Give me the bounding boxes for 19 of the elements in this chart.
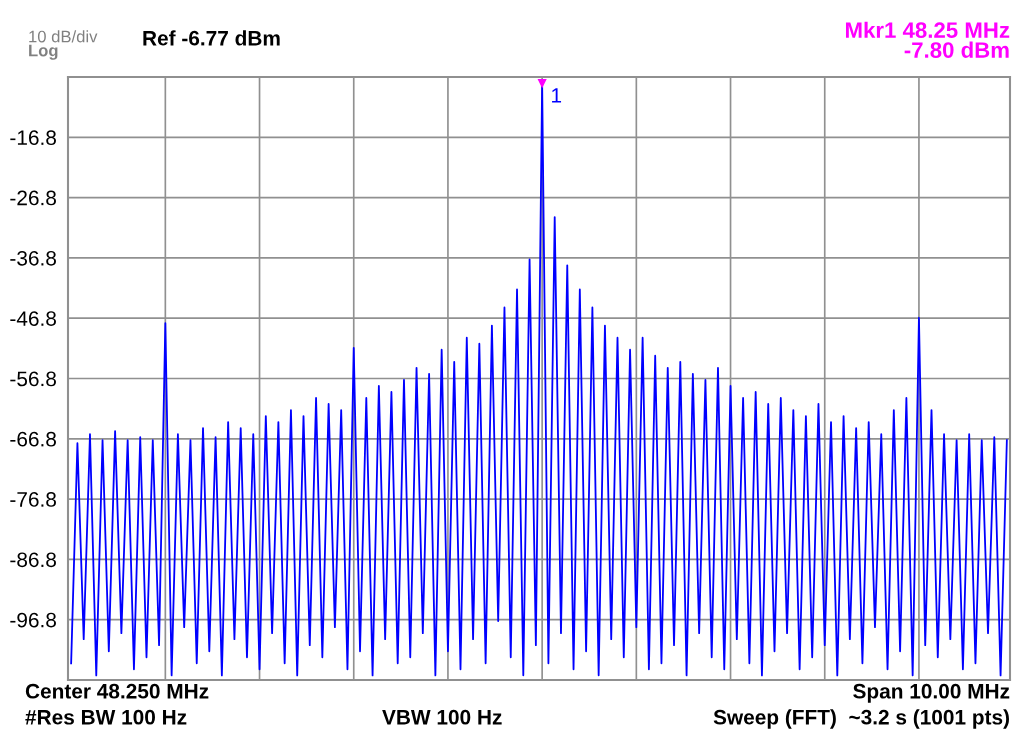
text: Log [29, 44, 58, 60]
y-tick-label: -16.8 [10, 130, 56, 146]
y-tick-label: -26.8 [10, 190, 56, 206]
text: Mkr1 48.25 MHz -7.80 dBm [845, 21, 1010, 58]
y-tick-label: -36.8 [10, 250, 56, 266]
y-tick-label: -96.8 [10, 612, 56, 628]
annotation: 1 [552, 88, 562, 103]
y-tick-label: -66.8 [10, 431, 56, 447]
y-tick-label: -76.8 [10, 492, 56, 507]
text: Center 48.250 MHz [25, 683, 209, 699]
text: Sweep (FFT) ~3.2 s (1001 pts) [713, 709, 1009, 729]
text: Span 10.00 MHz [853, 683, 1010, 703]
y-tick-label: -86.8 [10, 552, 56, 568]
text: 10 dB/div [29, 30, 98, 43]
text: VBW 100 Hz [382, 709, 502, 725]
text: #Res BW 100 Hz [25, 709, 187, 725]
y-tick-label: -56.8 [10, 371, 56, 387]
y-tick-label: -46.8 [10, 311, 56, 326]
text: Ref -6.77 dBm [143, 30, 280, 46]
